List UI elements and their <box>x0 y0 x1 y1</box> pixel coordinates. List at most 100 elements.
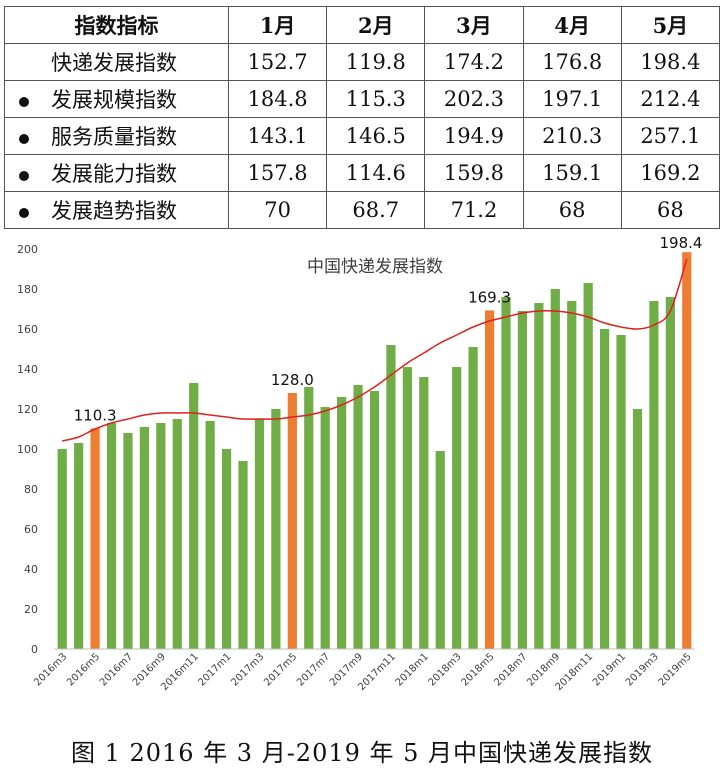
data-label: 198.4 <box>660 236 703 252</box>
row-label-text: 发展能力指数 <box>51 162 177 186</box>
data-labels: 110.3 128.0 169.3 198.4 <box>74 236 703 424</box>
table-header-cell: 1月 <box>227 6 328 44</box>
bar <box>205 421 215 649</box>
figure-caption: 图 1 2016 年 3 月-2019 年 5 月中国快递发展指数 <box>70 739 654 767</box>
value-cell: 212.4 <box>620 80 721 118</box>
bar <box>123 433 133 649</box>
value-cell: 210.3 <box>522 117 622 155</box>
value-cell: 257.1 <box>620 117 721 155</box>
bar <box>156 423 166 649</box>
bar <box>320 407 330 649</box>
x-tick-label: 2019m1 <box>591 651 628 688</box>
bar <box>57 449 67 649</box>
value-cell: 70 <box>227 191 328 229</box>
bar <box>501 297 511 649</box>
x-tick-label: 2016m5 <box>65 651 102 688</box>
x-tick-label: 2019m3 <box>624 651 661 688</box>
x-tick-label: 2017m7 <box>295 651 332 688</box>
table-row: 快递发展指数 152.7 119.8 174.2 176.8 198.4 <box>4 43 721 81</box>
y-tick-label: 60 <box>24 523 38 536</box>
index-table: 指数指标 1月 2月 3月 4月 5月 快递发展指数 152.7 119.8 174.… <box>4 6 721 229</box>
value-cell: 197.1 <box>522 80 622 118</box>
value-cell: 202.3 <box>424 80 524 118</box>
bar <box>567 301 577 649</box>
y-tick-label: 160 <box>17 323 38 336</box>
data-label: 169.3 <box>468 288 511 306</box>
bar <box>353 385 363 649</box>
y-tick-label: 0 <box>31 643 38 656</box>
value-cell: 119.8 <box>326 43 426 81</box>
y-tick-label: 20 <box>24 603 38 616</box>
row-label: 发展趋势指数 <box>4 191 229 229</box>
express-index-chart: 0 20 40 60 80 100 120 140 160 180 200 2016m32016m5… <box>17 236 703 693</box>
table-header-cell: 4月 <box>522 6 622 44</box>
value-cell: 68 <box>522 191 622 229</box>
bar <box>665 297 675 649</box>
bar <box>106 423 117 649</box>
table-row: 发展规模指数 184.8 115.3 202.3 197.1 212.4 <box>4 80 721 118</box>
bar <box>337 397 347 649</box>
bullet-icon <box>19 96 29 107</box>
bar <box>517 311 528 649</box>
x-tick-label: 2016m3 <box>32 651 69 688</box>
y-tick-label: 180 <box>17 283 38 296</box>
row-label: 发展规模指数 <box>4 80 229 118</box>
x-tick-label: 2018m5 <box>460 651 497 688</box>
table-header-row: 指数指标 1月 2月 3月 4月 5月 <box>4 6 721 44</box>
table-row: 发展能力指数 157.8 114.6 159.8 159.1 169.2 <box>4 154 721 192</box>
value-cell: 198.4 <box>620 43 721 81</box>
y-tick-label: 40 <box>24 563 38 576</box>
y-tick-label: 200 <box>17 243 38 256</box>
row-label: 快递发展指数 <box>4 43 229 81</box>
data-label: 110.3 <box>74 406 117 424</box>
bullet-icon <box>19 133 29 144</box>
bar <box>304 387 314 649</box>
value-cell: 184.8 <box>227 80 328 118</box>
bullet-icon <box>19 170 29 181</box>
value-cell: 159.8 <box>424 154 524 192</box>
row-label-text: 快递发展指数 <box>51 51 177 75</box>
bar <box>583 283 593 649</box>
bar <box>238 461 248 649</box>
value-cell: 157.8 <box>227 154 328 192</box>
bar <box>435 451 445 649</box>
value-cell: 146.5 <box>326 117 426 155</box>
y-tick-label: 80 <box>24 483 38 496</box>
bar <box>550 289 560 649</box>
bar <box>369 391 380 649</box>
table-header-cell: 2月 <box>326 6 426 44</box>
value-cell: 71.2 <box>424 191 524 229</box>
value-cell: 169.2 <box>620 154 721 192</box>
x-tick-label: 2017m3 <box>229 651 266 688</box>
highlight-bar <box>287 393 297 649</box>
y-tick-label: 100 <box>17 443 38 456</box>
y-tick-label: 140 <box>17 363 38 376</box>
row-label: 服务质量指数 <box>4 117 229 155</box>
row-label: 发展能力指数 <box>4 154 229 192</box>
table-row: 发展趋势指数 70 68.7 71.2 68 68 <box>4 191 721 229</box>
bar <box>649 301 659 649</box>
x-tick-label: 2018m3 <box>427 651 464 688</box>
y-tick-label: 120 <box>17 403 38 416</box>
x-tick-label: 2016m7 <box>98 651 135 688</box>
bar-series <box>57 252 692 649</box>
bar <box>402 367 412 649</box>
x-tick-label: 2017m1 <box>197 651 234 688</box>
value-cell: 176.8 <box>522 43 622 81</box>
row-label-text: 发展趋势指数 <box>51 199 177 223</box>
value-cell: 143.1 <box>227 117 328 155</box>
value-cell: 68 <box>620 191 721 229</box>
row-label-text: 发展规模指数 <box>51 88 177 112</box>
x-tick-label: 2018m1 <box>394 651 431 688</box>
bar <box>632 409 643 649</box>
value-cell: 159.1 <box>522 154 622 192</box>
y-axis: 0 20 40 60 80 100 120 140 160 180 200 <box>17 243 38 656</box>
bar <box>74 443 84 649</box>
bar <box>452 367 462 649</box>
bar <box>172 419 182 649</box>
bar <box>139 427 149 649</box>
highlight-bar <box>682 252 692 649</box>
value-cell: 194.9 <box>424 117 524 155</box>
bar <box>616 335 626 649</box>
bullet-icon <box>19 207 29 218</box>
